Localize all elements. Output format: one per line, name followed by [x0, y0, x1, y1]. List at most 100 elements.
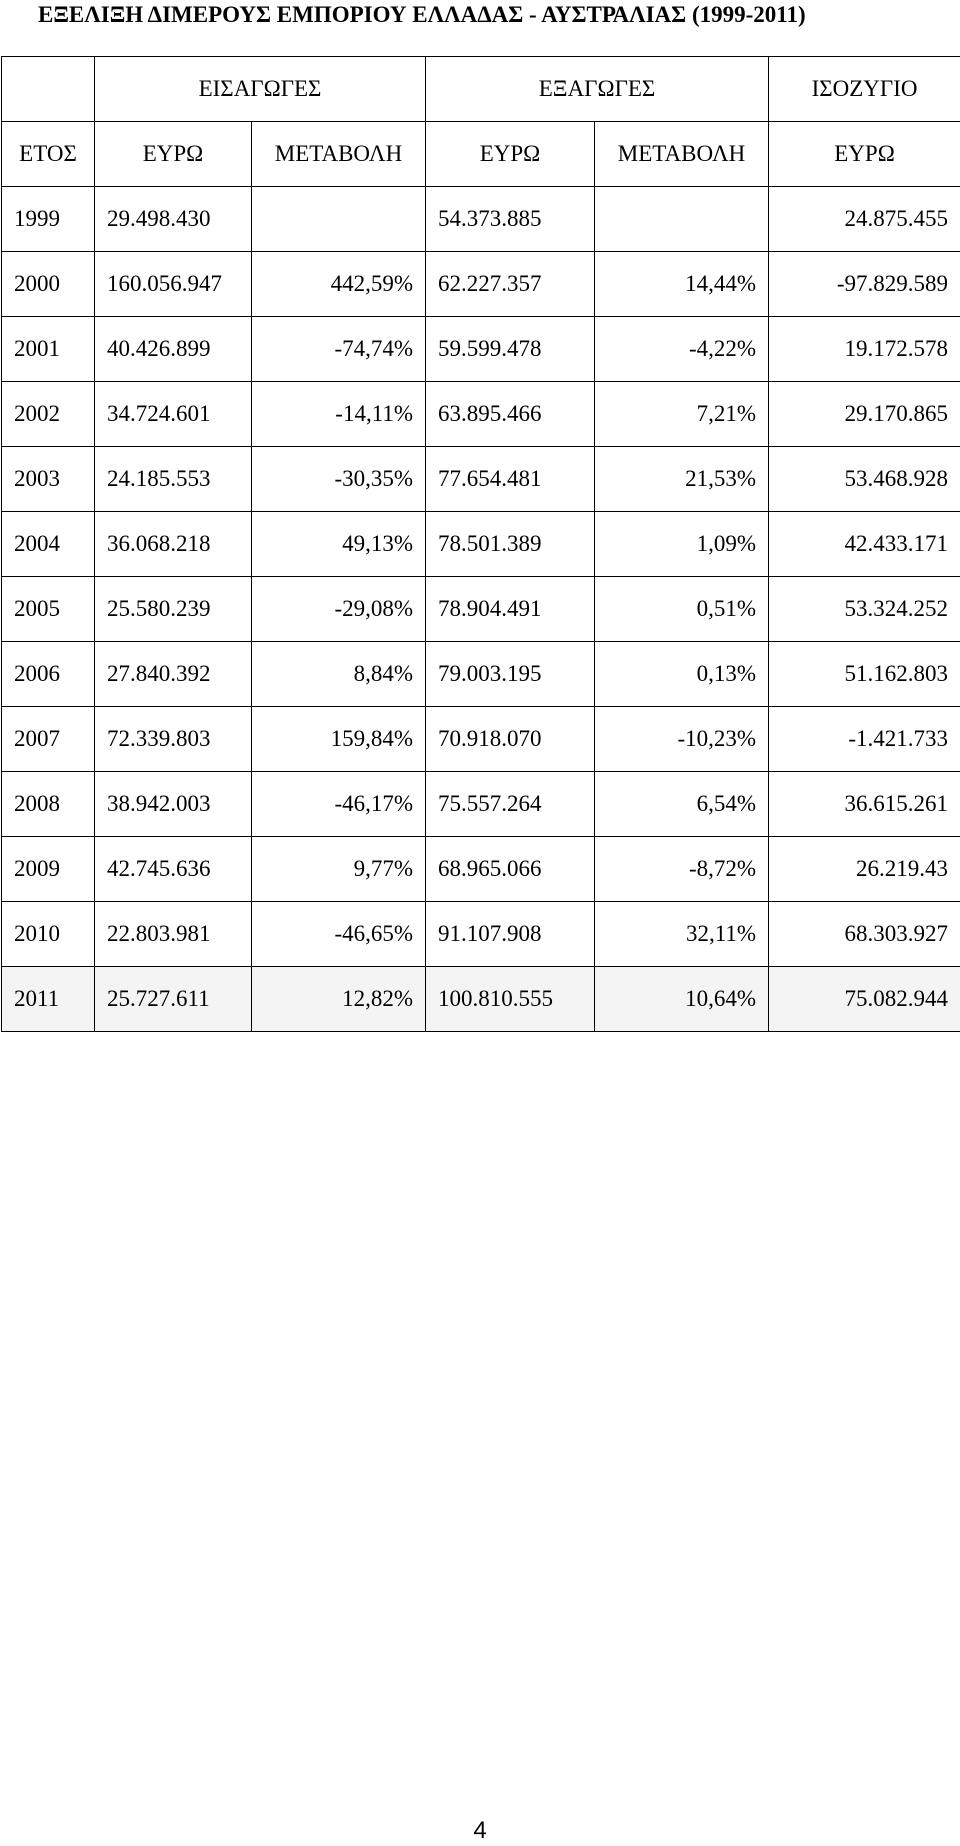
imports-eur-column-header: ΕΥΡΩ — [94, 121, 252, 187]
table-row: 2000 160.056.947 442,59% 62.227.357 14,44% -9… — [1, 251, 960, 317]
page-number: 4 — [473, 1817, 487, 1844]
exports-change-cell: 1,09% — [594, 511, 770, 577]
imports-eur-cell: 24.185.553 — [94, 446, 252, 512]
imports-eur-cell: 34.724.601 — [94, 381, 252, 447]
balance-eur-cell: -1.421.733 — [768, 706, 960, 772]
exports-change-cell: 0,13% — [594, 641, 770, 707]
table-row: 2002 34.724.601 -14,11% 63.895.466 7,21% 29.1… — [1, 381, 960, 447]
exports-eur-cell: 75.557.264 — [425, 771, 596, 837]
exports-change-cell: -4,22% — [594, 316, 770, 382]
imports-group-header: ΕΙΣΑΓΩΓΕΣ — [93, 56, 427, 122]
year-cell: 2000 — [1, 251, 95, 317]
exports-eur-cell: 54.373.885 — [425, 186, 596, 252]
table-row: 2005 25.580.239 -29,08% 78.904.491 0,51% 53.3… — [1, 576, 960, 642]
exports-change-column-header: ΜΕΤΑΒΟΛΗ — [594, 121, 770, 187]
imports-eur-cell: 160.056.947 — [94, 251, 252, 317]
imports-change-column-header: ΜΕΤΑΒΟΛΗ — [250, 121, 427, 187]
exports-change-cell: 32,11% — [594, 901, 770, 967]
imports-eur-cell: 27.840.392 — [94, 641, 252, 707]
imports-eur-cell: 25.580.239 — [94, 576, 252, 642]
exports-group-header: ΕΞΑΓΩΓΕΣ — [425, 56, 770, 122]
exports-eur-cell: 79.003.195 — [425, 641, 596, 707]
year-cell: 2005 — [1, 576, 95, 642]
imports-change-cell: 12,82% — [250, 966, 427, 1032]
exports-change-cell: 7,21% — [594, 381, 770, 447]
imports-eur-cell: 25.727.611 — [94, 966, 252, 1032]
balance-eur-cell: -97.829.589 — [768, 251, 960, 317]
imports-eur-cell: 42.745.636 — [94, 836, 252, 902]
year-cell: 2003 — [1, 446, 95, 512]
imports-eur-cell: 36.068.218 — [94, 511, 252, 577]
table-row: 2010 22.803.981 -46,65% 91.107.908 32,11% 68.… — [1, 901, 960, 967]
group-header-row: ΕΙΣΑΓΩΓΕΣ ΕΞΑΓΩΓΕΣ ΙΣΟΖΥΓΙΟ — [1, 56, 960, 122]
table-row: 1999 29.498.430 54.373.885 24.875.455 — [1, 186, 960, 252]
year-column-header: ΕΤΟΣ — [1, 121, 95, 187]
exports-eur-column-header: ΕΥΡΩ — [425, 121, 596, 187]
year-cell: 2011 — [1, 966, 95, 1032]
exports-change-cell: 0,51% — [594, 576, 770, 642]
imports-eur-cell: 72.339.803 — [94, 706, 252, 772]
exports-change-cell: -10,23% — [594, 706, 770, 772]
table-row: 2011 25.727.611 12,82% 100.810.555 10,64% 75.… — [1, 966, 960, 1032]
imports-change-cell: -46,65% — [250, 901, 427, 967]
exports-eur-cell: 70.918.070 — [425, 706, 596, 772]
exports-change-cell — [594, 186, 770, 252]
exports-eur-cell: 100.810.555 — [425, 966, 596, 1032]
year-cell: 2010 — [1, 901, 95, 967]
exports-eur-cell: 59.599.478 — [425, 316, 596, 382]
balance-eur-cell: 36.615.261 — [768, 771, 960, 837]
imports-change-cell: -46,17% — [250, 771, 427, 837]
table-row: 2004 36.068.218 49,13% 78.501.389 1,09% 42.43… — [1, 511, 960, 577]
year-cell: 2007 — [1, 706, 95, 772]
balance-group-header: ΙΣΟΖΥΓΙΟ — [768, 56, 960, 122]
exports-eur-cell: 63.895.466 — [425, 381, 596, 447]
table-row: 2001 40.426.899 -74,74% 59.599.478 -4,22% 19.… — [1, 316, 960, 382]
balance-eur-cell: 68.303.927 — [768, 901, 960, 967]
balance-eur-cell: 24.875.455 — [768, 186, 960, 252]
year-cell: 2008 — [1, 771, 95, 837]
exports-change-cell: 14,44% — [594, 251, 770, 317]
imports-eur-cell: 22.803.981 — [94, 901, 252, 967]
column-header-row: ΕΤΟΣ ΕΥΡΩ ΜΕΤΑΒΟΛΗ ΕΥΡΩ ΜΕΤΑΒΟΛΗ ΕΥΡΩ — [1, 121, 960, 187]
table-row: 2008 38.942.003 -46,17% 75.557.264 6,54% 36.6… — [1, 771, 960, 837]
table-row: 2006 27.840.392 8,84% 79.003.195 0,13% 51.162… — [1, 641, 960, 707]
table-row: 2003 24.185.553 -30,35% 77.654.481 21,53% 53.… — [1, 446, 960, 512]
balance-eur-cell: 75.082.944 — [768, 966, 960, 1032]
year-cell: 2009 — [1, 836, 95, 902]
table-row: 2009 42.745.636 9,77% 68.965.066 -8,72% 26.21… — [1, 836, 960, 902]
year-cell: 2004 — [1, 511, 95, 577]
year-cell: 2006 — [1, 641, 95, 707]
trade-table: ΕΙΣΑΓΩΓΕΣ ΕΞΑΓΩΓΕΣ ΙΣΟΖΥΓΙΟ ΕΤΟΣ ΕΥΡΩ ΜΕ… — [1, 56, 960, 1032]
imports-eur-cell: 40.426.899 — [94, 316, 252, 382]
balance-eur-column-header: ΕΥΡΩ — [768, 121, 960, 187]
imports-change-cell: -29,08% — [250, 576, 427, 642]
imports-change-cell: 9,77% — [250, 836, 427, 902]
balance-eur-cell: 29.170.865 — [768, 381, 960, 447]
imports-change-cell: 8,84% — [250, 641, 427, 707]
balance-eur-cell: 53.324.252 — [768, 576, 960, 642]
exports-eur-cell: 78.501.389 — [425, 511, 596, 577]
imports-change-cell: -74,74% — [250, 316, 427, 382]
imports-eur-cell: 38.942.003 — [94, 771, 252, 837]
imports-change-cell: -14,11% — [250, 381, 427, 447]
empty-header-cell — [1, 56, 95, 122]
balance-eur-cell: 51.162.803 — [768, 641, 960, 707]
exports-change-cell: 6,54% — [594, 771, 770, 837]
balance-eur-cell: 19.172.578 — [768, 316, 960, 382]
balance-eur-cell: 42.433.171 — [768, 511, 960, 577]
imports-change-cell: -30,35% — [250, 446, 427, 512]
exports-eur-cell: 78.904.491 — [425, 576, 596, 642]
exports-change-cell: 21,53% — [594, 446, 770, 512]
imports-change-cell: 49,13% — [250, 511, 427, 577]
imports-change-cell: 442,59% — [250, 251, 427, 317]
document-title: ΕΞΕΛΙΞΗ ΔΙΜΕΡΟΥΣ ΕΜΠΟΡΙΟΥ ΕΛΛΑΔΑΣ - ΑΥΣΤ… — [38, 2, 806, 27]
imports-change-cell: 159,84% — [250, 706, 427, 772]
imports-eur-cell: 29.498.430 — [94, 186, 252, 252]
year-cell: 2002 — [1, 381, 95, 447]
imports-change-cell — [250, 186, 427, 252]
exports-change-cell: -8,72% — [594, 836, 770, 902]
year-cell: 2001 — [1, 316, 95, 382]
balance-eur-cell: 53.468.928 — [768, 446, 960, 512]
exports-eur-cell: 68.965.066 — [425, 836, 596, 902]
year-cell: 1999 — [1, 186, 95, 252]
